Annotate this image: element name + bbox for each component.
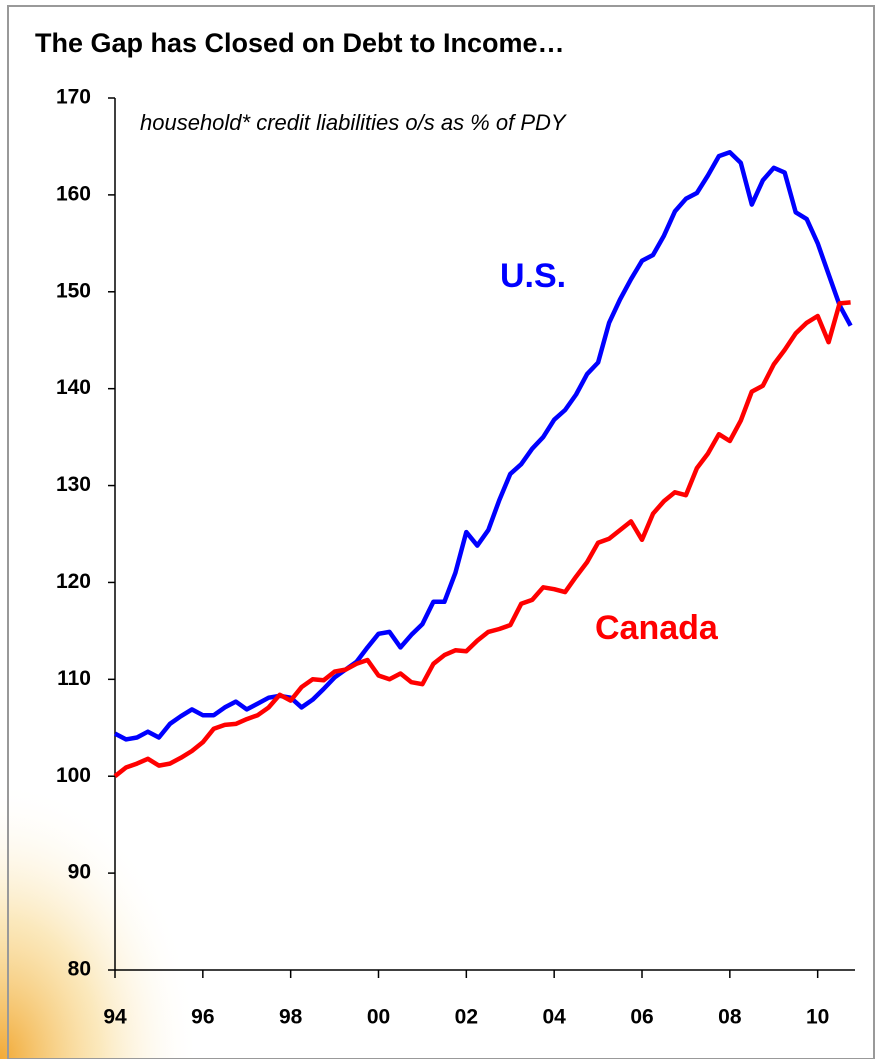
x-tick-label: 96	[191, 1006, 214, 1029]
x-tick-label: 06	[630, 1006, 653, 1029]
x-tick-label: 98	[279, 1006, 303, 1029]
y-tick-label: 140	[56, 376, 91, 399]
frame	[7, 5, 875, 1059]
y-tick-label: 160	[56, 182, 91, 205]
x-tick-label: 02	[455, 1006, 478, 1029]
chart-title: The Gap has Closed on Debt to Income…	[35, 28, 565, 58]
series-label: Canada	[595, 609, 719, 647]
x-tick-label: 10	[806, 1006, 829, 1029]
y-tick-label: 100	[56, 764, 91, 787]
y-tick-label: 110	[57, 667, 91, 690]
y-tick-label: 80	[68, 958, 91, 981]
y-tick-label: 120	[56, 570, 91, 593]
chart-subtitle: household* credit liabilities o/s as % o…	[140, 110, 567, 135]
line-series	[113, 150, 853, 742]
line-series	[113, 300, 851, 778]
series-label: U.S.	[500, 257, 566, 295]
x-tick-label: 94	[103, 1006, 127, 1029]
y-tick-label: 130	[56, 473, 91, 496]
y-tick-label: 90	[68, 861, 91, 884]
x-tick-label: 00	[367, 1006, 390, 1029]
y-tick-label: 150	[56, 279, 91, 302]
y-tick-label: 170	[56, 86, 91, 109]
x-tick-label: 04	[542, 1006, 566, 1029]
x-tick-label: 08	[718, 1006, 742, 1029]
background-glow	[0, 500, 400, 1059]
